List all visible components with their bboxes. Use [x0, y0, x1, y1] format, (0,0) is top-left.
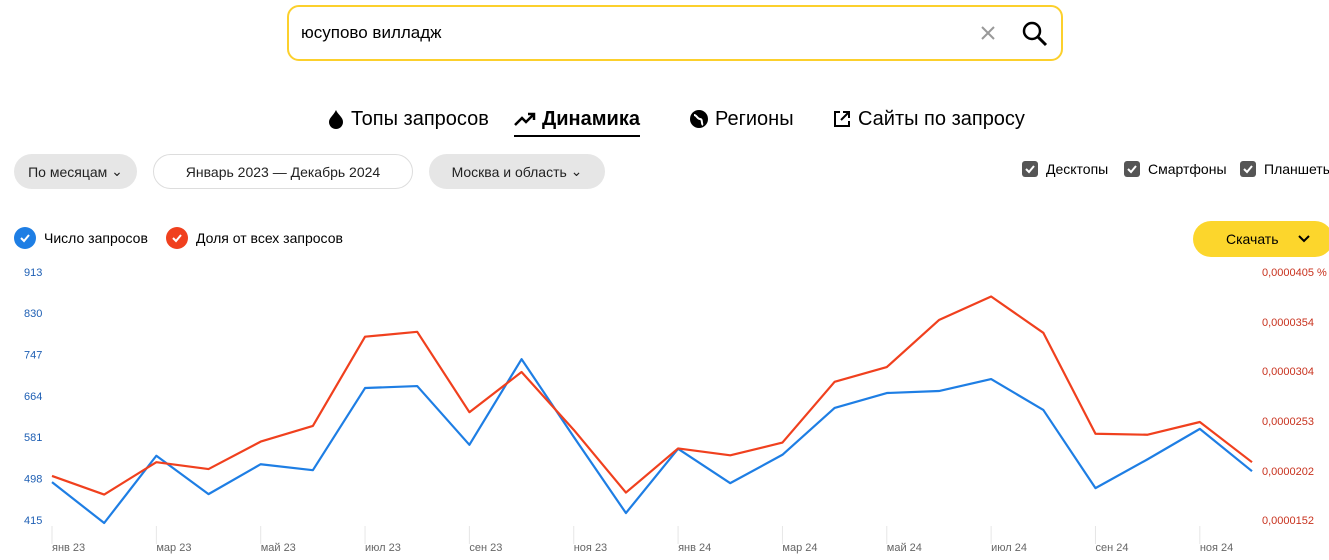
download-button[interactable]: Скачать: [1193, 221, 1329, 257]
y-tick-label: 747: [24, 350, 42, 362]
fire-icon: [329, 110, 343, 129]
globe-icon: [690, 110, 708, 128]
tab-label[interactable]: Сайты по запросу: [858, 107, 1025, 130]
y2-tick-label: 0,0000202: [1262, 466, 1314, 478]
legend-item[interactable]: Число запросов: [14, 227, 148, 249]
y2-tick-label: 0,0000304: [1262, 366, 1314, 378]
legend-swatch[interactable]: [166, 227, 188, 249]
range-label[interactable]: Январь 2023 — Декабрь 2024: [185, 163, 381, 180]
button-label[interactable]: Скачать: [1226, 231, 1279, 247]
tab-label[interactable]: Динамика: [542, 107, 640, 130]
period-type-select[interactable]: По месяцам ⌄: [14, 154, 137, 189]
region-select[interactable]: Москва и область ⌄: [429, 154, 605, 189]
y2-tick-label: 0,0000405 %: [1262, 267, 1327, 279]
y2-tick-label: 0,0000354: [1262, 317, 1314, 329]
y2-tick-label: 0,0000152: [1262, 515, 1314, 527]
x-tick-label: янв 23: [52, 542, 85, 554]
tab[interactable]: Регионы: [689, 105, 794, 133]
x-tick-label: май 23: [261, 542, 296, 554]
checkbox[interactable]: [1124, 161, 1140, 177]
x-tick-label: май 24: [887, 542, 922, 554]
x-tick-label: июл 23: [365, 542, 401, 554]
x-tick-label: янв 24: [678, 542, 711, 554]
legend-swatch[interactable]: [14, 227, 36, 249]
x-tick-label: ноя 23: [574, 542, 607, 554]
checkbox[interactable]: [1022, 161, 1038, 177]
select-label[interactable]: По месяцам: [28, 163, 108, 180]
search-box[interactable]: юсупово вилладж: [287, 5, 1063, 61]
device-checkbox[interactable]: Десктопы: [1022, 161, 1108, 177]
y2-tick-label: 0,0000253: [1262, 416, 1314, 428]
select-label[interactable]: Москва и область: [451, 163, 567, 180]
y-tick-label: 664: [24, 391, 42, 403]
external-icon: [834, 111, 850, 127]
device-label[interactable]: Десктопы: [1046, 161, 1109, 177]
device-label[interactable]: Смартфоны: [1148, 161, 1227, 177]
chart: 415 498 581 664 747 830 913 0,0000152 0,0000202 0…: [24, 267, 1327, 554]
trend-icon: [514, 112, 536, 126]
tab[interactable]: Топы запросов: [327, 105, 489, 133]
device-checkbox[interactable]: Смартфоны: [1124, 161, 1227, 177]
series-line: [51, 295, 1253, 496]
series-line: [51, 358, 1253, 525]
y-tick-label: 913: [24, 267, 42, 279]
device-checkbox[interactable]: Планшеты: [1240, 161, 1329, 177]
checkbox[interactable]: [1240, 161, 1256, 177]
legend-label[interactable]: Доля от всех запросов: [196, 230, 343, 246]
date-range[interactable]: Январь 2023 — Декабрь 2024: [153, 154, 413, 189]
device-label[interactable]: Планшеты: [1264, 161, 1329, 177]
tab-label[interactable]: Регионы: [715, 107, 794, 130]
y-tick-label: 415: [24, 515, 42, 527]
y-tick-label: 830: [24, 308, 42, 320]
tab-label[interactable]: Топы запросов: [351, 107, 489, 130]
x-tick-label: мар 24: [782, 542, 817, 554]
legend-label[interactable]: Число запросов: [44, 230, 148, 246]
x-tick-label: ноя 24: [1200, 542, 1233, 554]
legend-item[interactable]: Доля от всех запросов: [166, 227, 343, 249]
search-icon[interactable]: [1021, 20, 1049, 48]
x-tick-label: мар 23: [156, 542, 191, 554]
x-tick-label: сен 24: [1095, 542, 1128, 554]
tab[interactable]: Динамика: [514, 105, 640, 137]
y-tick-label: 498: [24, 474, 42, 486]
y-tick-label: 581: [24, 432, 42, 444]
clear-icon[interactable]: [979, 24, 997, 42]
tab[interactable]: Сайты по запросу: [832, 105, 1025, 133]
x-tick-label: июл 24: [991, 542, 1027, 554]
x-tick-label: сен 23: [469, 542, 502, 554]
search-query[interactable]: юсупово вилладж: [301, 23, 442, 42]
